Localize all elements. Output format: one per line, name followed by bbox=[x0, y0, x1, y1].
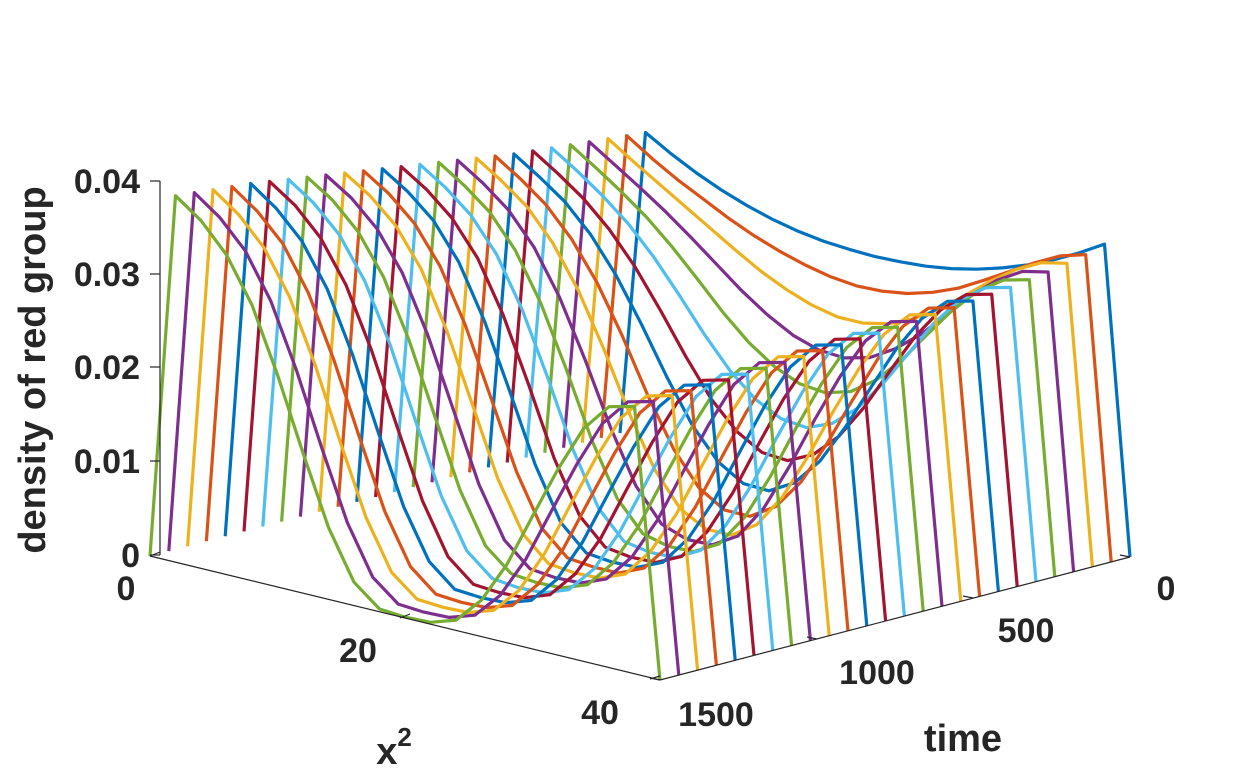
series-line-t1080 bbox=[280, 175, 794, 646]
x-axis-label-superscript: 2 bbox=[397, 722, 411, 752]
x-tick-label: 40 bbox=[581, 694, 619, 732]
x-axis-line bbox=[149, 555, 661, 681]
time-tick-label: 500 bbox=[998, 612, 1055, 650]
x-axis-label: x2 bbox=[376, 722, 412, 773]
z-tick-label: 0.01 bbox=[74, 443, 140, 481]
x-axis-ticks: 0 20 40 bbox=[117, 551, 661, 732]
series-line-t1440 bbox=[167, 191, 681, 676]
time-tick-label: 1500 bbox=[678, 696, 754, 734]
series-line-t240 bbox=[543, 143, 1057, 577]
series-line-t1200 bbox=[242, 179, 756, 656]
time-tick-mark bbox=[806, 636, 818, 640]
z-tick-label: 0.02 bbox=[74, 349, 140, 387]
series-line-t540 bbox=[449, 156, 963, 602]
x-axis-label-base: x bbox=[376, 731, 397, 773]
series-line-t120 bbox=[580, 137, 1094, 567]
z-axis-ticks: 0 0.01 0.02 0.03 0.04 bbox=[74, 163, 160, 575]
x-tick-mark bbox=[149, 551, 161, 557]
time-tick-mark bbox=[962, 595, 974, 599]
time-tick-label: 0 bbox=[1157, 570, 1176, 608]
z-tick-label: 0.03 bbox=[74, 256, 140, 294]
x-tick-label: 0 bbox=[117, 570, 136, 608]
series-line-t1020 bbox=[298, 173, 812, 641]
series-line-t1380 bbox=[186, 188, 700, 671]
z-axis-label: density of red group bbox=[12, 186, 54, 553]
series-line-t480 bbox=[468, 154, 982, 597]
time-tick-mark bbox=[1119, 554, 1131, 558]
series-line-t360 bbox=[505, 149, 1019, 587]
series-line-t1320 bbox=[204, 184, 718, 666]
series-lines-layer bbox=[148, 130, 1132, 681]
time-tick-label: 1000 bbox=[839, 654, 915, 692]
series-line-t900 bbox=[336, 169, 850, 631]
time-axis-line bbox=[659, 556, 1131, 681]
time-tick-mark bbox=[649, 677, 661, 681]
time-axis-label: time bbox=[924, 718, 1002, 760]
series-line-t1500 bbox=[148, 194, 662, 681]
x-tick-label: 20 bbox=[339, 632, 377, 670]
series-line-t1260 bbox=[223, 181, 737, 661]
series-line-t420 bbox=[486, 152, 1000, 592]
series-line-t1140 bbox=[261, 177, 775, 651]
z-tick-label: 0 bbox=[121, 537, 140, 575]
z-tick-label: 0.04 bbox=[74, 163, 140, 201]
time-axis-ticks: 0 500 1000 1500 bbox=[649, 554, 1176, 734]
x-tick-mark bbox=[399, 613, 411, 619]
